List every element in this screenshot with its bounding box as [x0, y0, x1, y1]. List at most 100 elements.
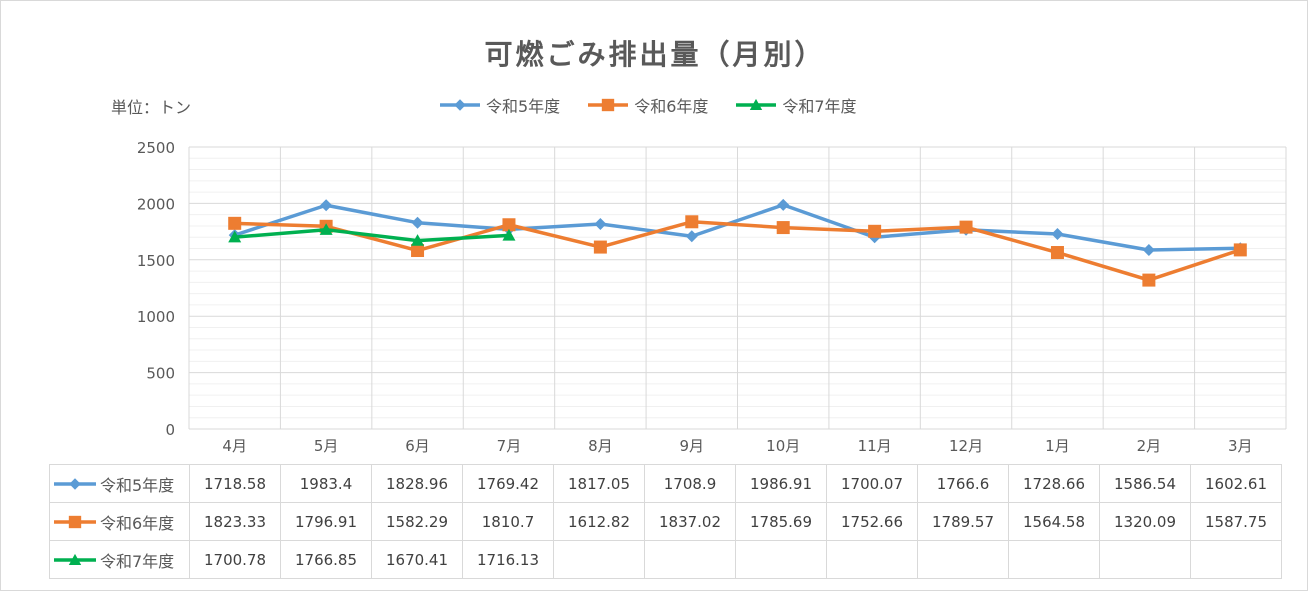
data-point — [777, 198, 790, 211]
legend-key-icon — [440, 99, 480, 111]
x-tick-label: 7月 — [497, 437, 522, 455]
table-key-marker — [69, 477, 81, 490]
table-series-name: 令和5年度 — [100, 475, 175, 495]
chart-title: 可燃ごみ排出量（月別） — [484, 38, 826, 71]
legend-label: 令和7年度 — [782, 97, 857, 116]
table-cell: 1766.6 — [917, 464, 1009, 503]
data-point — [319, 223, 333, 235]
table-cell: 1708.9 — [644, 464, 736, 503]
data-point — [228, 216, 242, 230]
table-cell: 1718.58 — [189, 464, 281, 503]
table-row: 令和6年度 1823.33 1796.91 1582.29 1810.7 1612.82 1… — [49, 502, 1282, 541]
data-point — [411, 244, 425, 258]
table-cell: 1728.66 — [1008, 464, 1100, 503]
table-cell: 1817.05 — [553, 464, 645, 503]
data-table: 令和5年度 1718.58 1983.4 1828.96 1769.42 1817.05 1… — [49, 464, 1282, 579]
table-series-name: 令和7年度 — [100, 551, 175, 571]
table-cell: 1766.85 — [280, 540, 372, 579]
table-series-cell: 令和6年度 — [49, 502, 190, 541]
y-tick-label: 500 — [146, 365, 175, 383]
table-series-name: 令和6年度 — [100, 513, 175, 533]
y-tick-label: 1000 — [137, 308, 175, 326]
data-point — [411, 234, 425, 246]
table-cell — [1190, 540, 1282, 579]
x-tick-label: 8月 — [588, 437, 613, 455]
table-cell: 1769.42 — [462, 464, 554, 503]
legend-key-marker — [602, 98, 615, 112]
data-point — [593, 240, 607, 254]
x-tick-label: 4月 — [222, 437, 247, 455]
x-tick-label: 6月 — [405, 437, 430, 455]
x-tick-label: 9月 — [680, 437, 705, 455]
table-cell: 1587.75 — [1190, 502, 1282, 541]
data-point — [320, 199, 333, 212]
data-point — [1142, 244, 1155, 257]
y-tick-label: 0 — [165, 421, 175, 439]
data-point — [594, 218, 607, 231]
data-point — [959, 220, 973, 234]
legend-label: 令和5年度 — [486, 97, 561, 116]
table-key-marker — [68, 553, 82, 565]
table-cell: 1700.07 — [826, 464, 918, 503]
data-point — [228, 230, 242, 243]
y-tick-label: 2500 — [137, 139, 175, 157]
table-series-key-icon — [54, 515, 96, 528]
table-cell: 1785.69 — [735, 502, 827, 541]
table-series-cell: 令和5年度 — [49, 464, 190, 503]
table-series-key-icon — [54, 477, 96, 490]
table-series-key-icon — [54, 553, 96, 565]
legend-key-icon — [588, 98, 629, 112]
table-cell: 1700.78 — [189, 540, 281, 579]
data-point — [685, 230, 698, 243]
series-line — [232, 203, 1243, 252]
table-cell: 1612.82 — [553, 502, 645, 541]
table-cell: 1983.4 — [280, 464, 372, 503]
data-point — [868, 224, 882, 238]
table-cell: 1582.29 — [371, 502, 463, 541]
data-point — [1142, 273, 1156, 287]
table-cell: 1716.13 — [462, 540, 554, 579]
table-cell — [644, 540, 736, 579]
table-cell: 1789.57 — [917, 502, 1009, 541]
x-tick-label: 5月 — [314, 437, 339, 455]
table-cell — [735, 540, 827, 579]
unit-label: 単位：トン — [111, 98, 192, 117]
legend-key-marker — [454, 99, 466, 111]
legend-item: 令和5年度 — [438, 94, 560, 116]
legend-key-icon — [736, 98, 777, 110]
x-tick-label: 11月 — [858, 437, 892, 455]
table-row: 令和7年度 1700.78 1766.85 1670.41 1716.13 — [49, 540, 1282, 579]
table-cell — [917, 540, 1009, 579]
data-point — [776, 221, 790, 235]
table-cell: 1602.61 — [1190, 464, 1282, 503]
legend-item: 令和7年度 — [734, 94, 857, 116]
x-tick-label: 1月 — [1045, 437, 1070, 455]
table-cell — [553, 540, 645, 579]
series-line — [232, 220, 1243, 282]
x-tick-label: 2月 — [1137, 437, 1162, 455]
y-tick-label: 1500 — [137, 252, 175, 270]
table-cell: 1796.91 — [280, 502, 372, 541]
legend-label: 令和6年度 — [634, 97, 709, 116]
table-cell — [1008, 540, 1100, 579]
table-cell: 1828.96 — [371, 464, 463, 503]
table-cell: 1670.41 — [371, 540, 463, 579]
x-tick-label: 3月 — [1228, 437, 1253, 455]
table-row: 令和5年度 1718.58 1983.4 1828.96 1769.42 1817.05 1… — [49, 464, 1282, 503]
table-series-cell: 令和7年度 — [49, 540, 190, 579]
table-cell: 1320.09 — [1099, 502, 1191, 541]
data-point — [1233, 243, 1247, 257]
data-point — [1051, 228, 1064, 241]
table-cell: 1752.66 — [826, 502, 918, 541]
table-cell: 1986.91 — [735, 464, 827, 503]
data-point — [1050, 246, 1064, 260]
y-tick-label: 2000 — [137, 195, 175, 213]
table-cell: 1837.02 — [644, 502, 736, 541]
series-line — [232, 227, 511, 243]
table-key-marker — [68, 515, 82, 528]
data-point — [502, 228, 516, 241]
legend: 令和5年度 令和6年度 令和7年度 — [438, 94, 857, 116]
table-cell: 1823.33 — [189, 502, 281, 541]
table-cell: 1586.54 — [1099, 464, 1191, 503]
